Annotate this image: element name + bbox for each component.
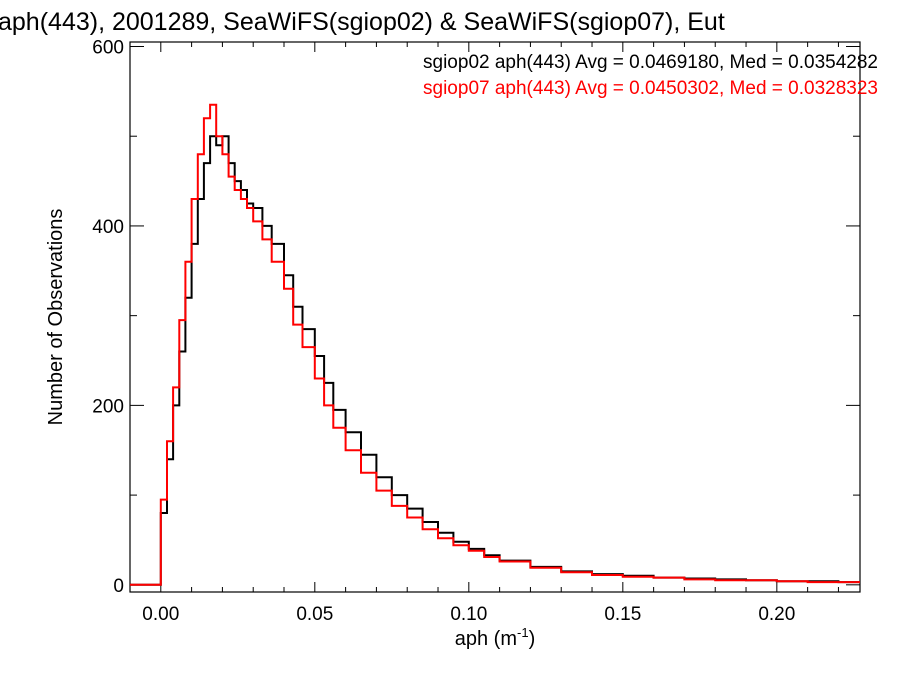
x-tick-label: 0.15 [604, 604, 641, 625]
x-axis-ticks: 0.00 0.05 0.10 0.15 0.20 [129, 42, 839, 625]
y-tick-label: 200 [92, 396, 124, 417]
x-tick-label: 0.00 [142, 604, 179, 625]
y-axis-ticks: 0 200 400 600 [92, 37, 860, 597]
y-axis-label: Number of Observations [45, 209, 67, 426]
x-tick-label: 0.05 [296, 604, 333, 625]
y-tick-label: 600 [92, 37, 124, 58]
x-axis-label-suffix: ) [529, 628, 536, 650]
x-axis-label-main: aph (m [455, 628, 517, 650]
x-tick-label: 0.10 [450, 604, 487, 625]
series-line-sgiop07 [130, 103, 860, 586]
series-layer [130, 103, 860, 586]
plot-area: 0.00 0.05 0.10 0.15 0.20 0 200 400 600 [92, 37, 861, 625]
legend-entry: sgiop02 aph(443) Avg = 0.0469180, Med = … [423, 52, 878, 73]
legend: sgiop02 aph(443) Avg = 0.0469180, Med = … [423, 52, 878, 99]
chart-title: aph(443), 2001289, SeaWiFS(sgiop02) & Se… [0, 8, 725, 36]
x-axis-label: aph (m-1) [455, 625, 535, 650]
legend-entry: sgiop07 aph(443) Avg = 0.0450302, Med = … [423, 78, 878, 99]
x-tick-label: 0.20 [758, 604, 795, 625]
series-line-sgiop02 [130, 135, 860, 586]
y-tick-label: 0 [113, 576, 124, 597]
plot-frame [129, 41, 861, 593]
y-tick-label: 400 [92, 217, 124, 238]
x-axis-label-superscript: -1 [517, 625, 529, 640]
